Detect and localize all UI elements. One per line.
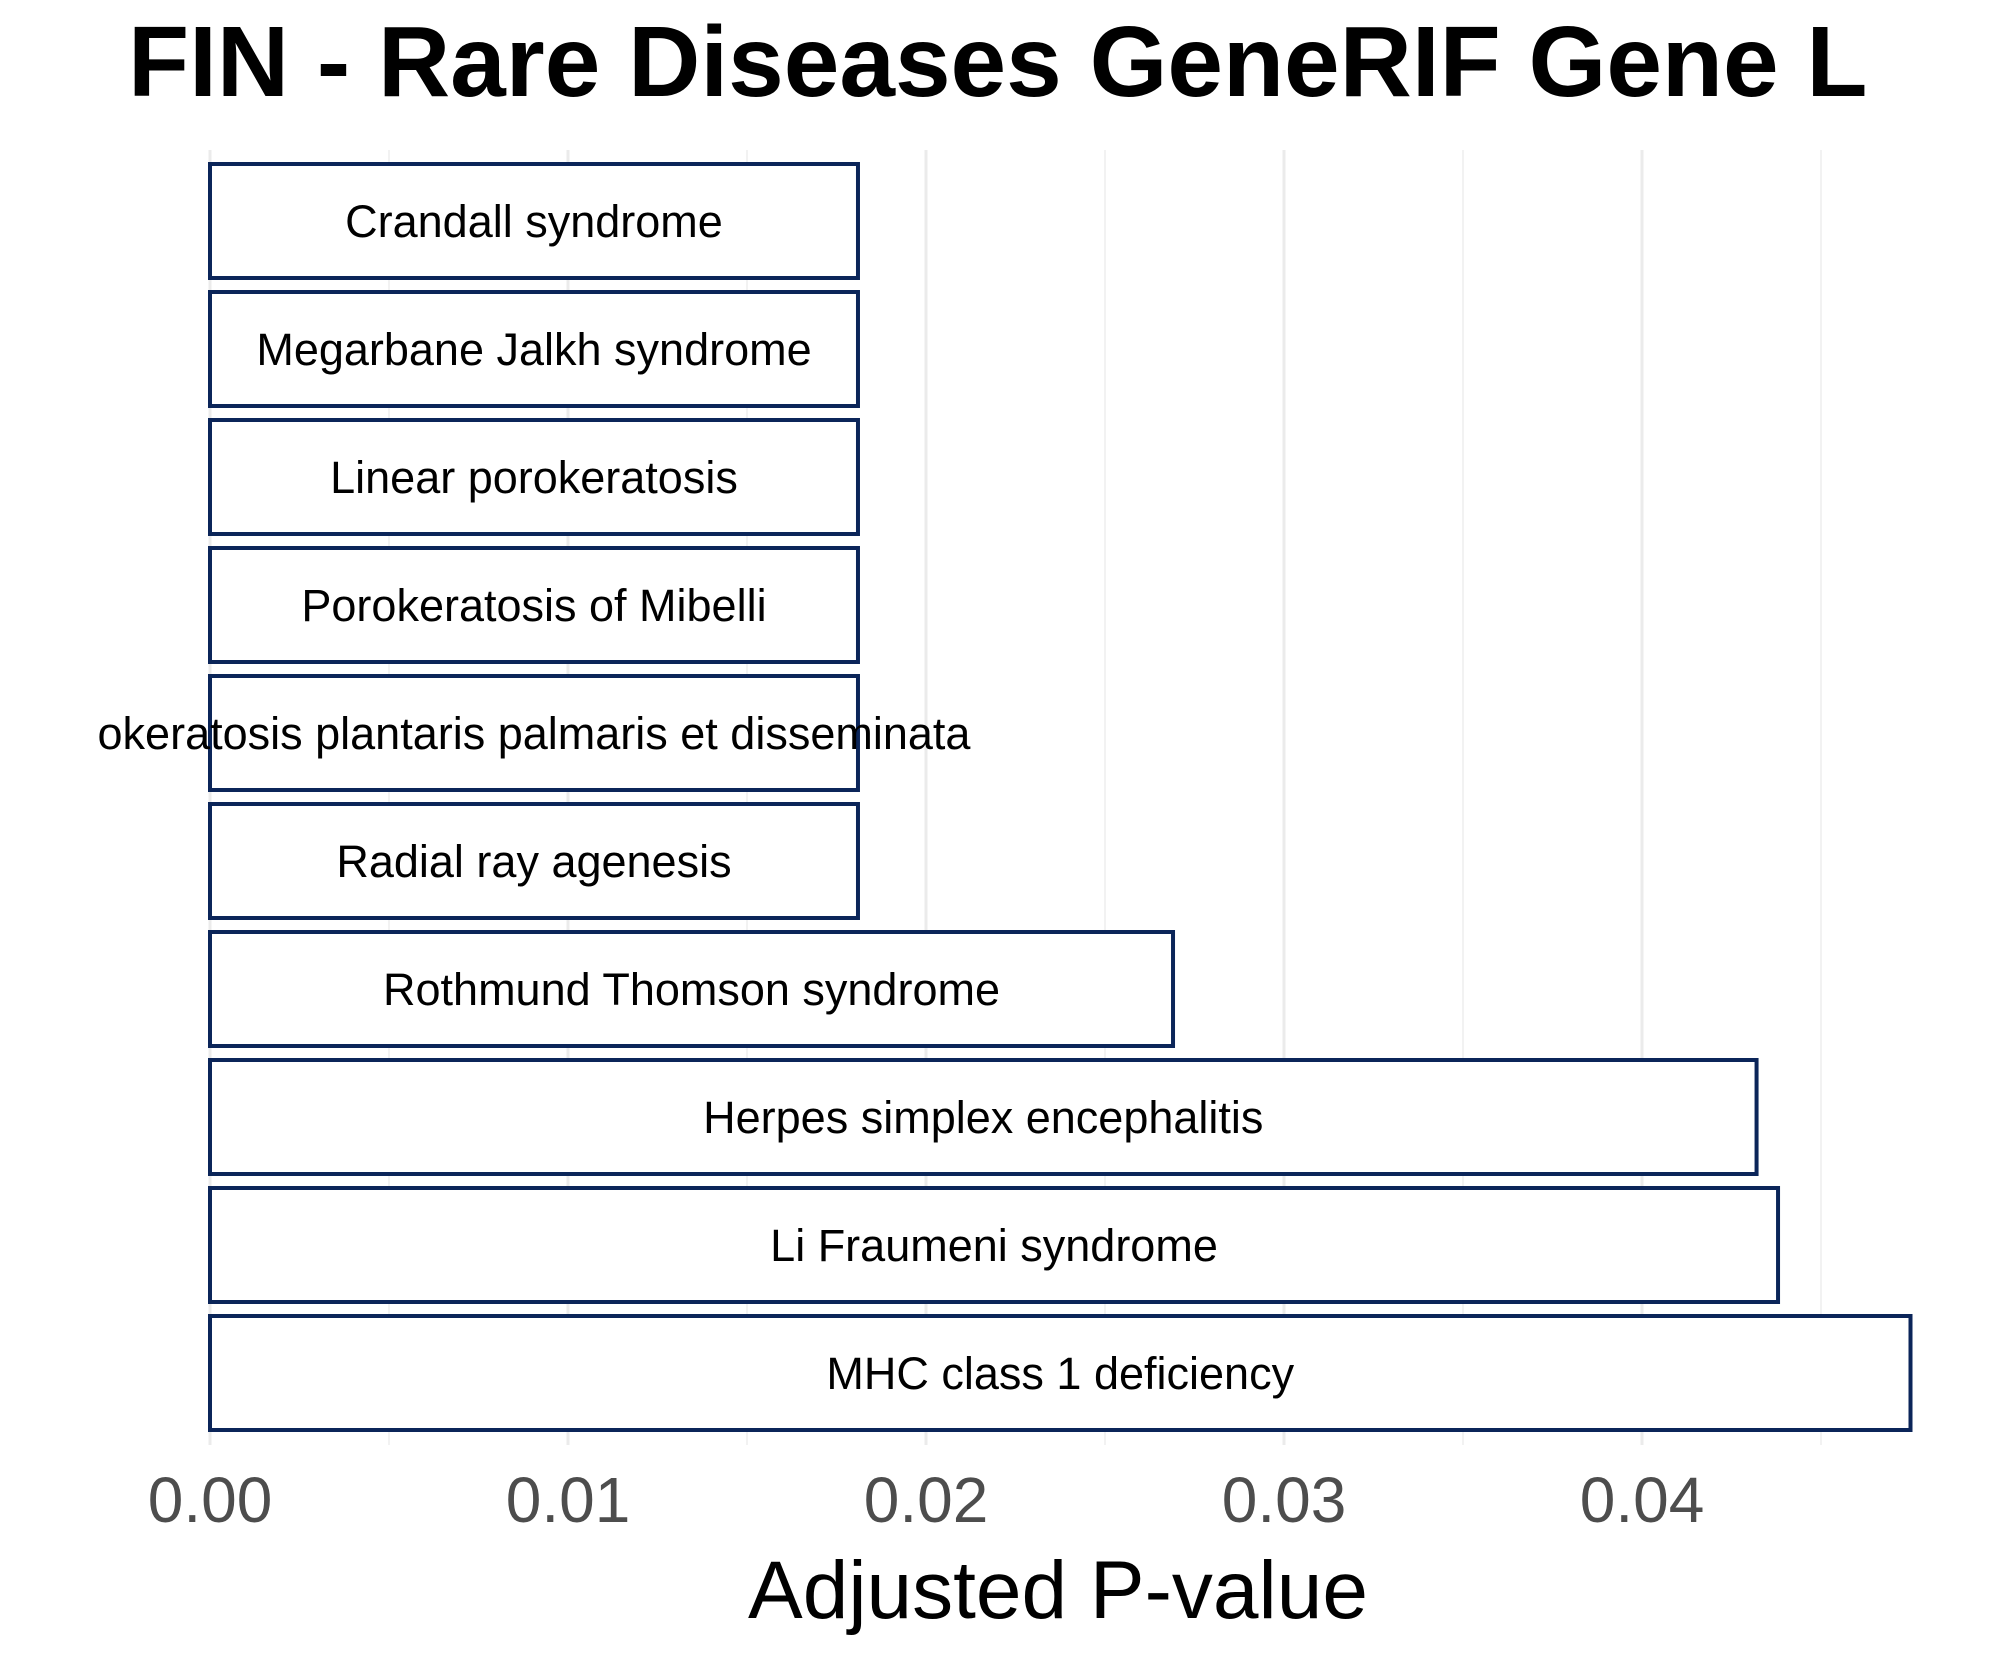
bar xyxy=(208,418,860,536)
bar-label: Rothmund Thomson syndrome xyxy=(383,964,1000,1015)
bar xyxy=(208,290,860,408)
bar-label: Herpes simplex encephalitis xyxy=(703,1092,1263,1143)
bar xyxy=(208,930,1176,1048)
x-tick-label: 0.02 xyxy=(864,1464,989,1536)
bar-label: Li Fraumeni syndrome xyxy=(770,1220,1218,1271)
x-tick-label: 0.00 xyxy=(148,1464,273,1536)
bar-label: Megarbane Jalkh syndrome xyxy=(256,324,811,375)
chart-title: FIN - Rare Diseases GeneRIF Gene L xyxy=(128,6,1868,118)
bar xyxy=(208,1186,1781,1304)
bar xyxy=(208,1314,1913,1432)
bar xyxy=(208,546,860,664)
x-axis-label: Adjusted P-value xyxy=(748,1545,1368,1636)
x-axis-ticks: 0.00 0.01 0.02 0.03 0.04 xyxy=(148,1464,1705,1536)
bar-label: Crandall syndrome xyxy=(345,196,723,247)
bar xyxy=(208,674,860,792)
bar xyxy=(208,802,860,920)
bars: Crandall syndrome Megarbane Jalkh syndrom… xyxy=(98,162,1913,1432)
bar-label: Radial ray agenesis xyxy=(336,836,731,887)
bar xyxy=(208,162,860,280)
bar-label: Linear porokeratosis xyxy=(330,452,738,503)
x-tick-label: 0.03 xyxy=(1222,1464,1347,1536)
bar-label: MHC class 1 deficiency xyxy=(826,1348,1294,1399)
bar xyxy=(208,1058,1759,1176)
bar-label: okeratosis plantaris palmaris et dissemi… xyxy=(98,708,972,759)
x-tick-label: 0.01 xyxy=(506,1464,631,1536)
x-tick-label: 0.04 xyxy=(1580,1464,1705,1536)
bar-label: Porokeratosis of Mibelli xyxy=(301,580,766,631)
